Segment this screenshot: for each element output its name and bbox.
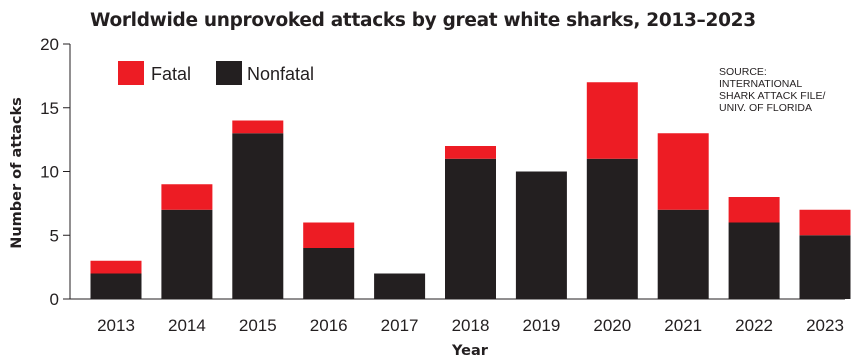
- bar-fatal-2018: [445, 146, 496, 159]
- legend-swatch-nonfatal: [216, 61, 242, 85]
- y-tick-label: 15: [40, 99, 59, 118]
- bar-nonfatal-2014: [161, 209, 213, 299]
- bar-fatal-2021: [657, 133, 709, 210]
- y-tick-label: 0: [50, 290, 59, 309]
- bar-nonfatal-2018: [445, 158, 496, 299]
- bar-fatal-2013: [90, 260, 142, 274]
- bar-nonfatal-2019: [515, 171, 567, 299]
- bar-nonfatal-2017: [374, 273, 426, 299]
- x-tick-label: 2014: [168, 316, 206, 335]
- y-tick-label: 10: [40, 163, 59, 182]
- y-tick-label: 20: [40, 35, 59, 54]
- x-tick-label: 2019: [522, 316, 560, 335]
- bar-fatal-2015: [232, 120, 284, 134]
- bar-nonfatal-2016: [303, 248, 355, 299]
- bar-fatal-2022: [728, 197, 780, 223]
- y-axis-ticks: 0 5 10 15 20: [40, 35, 70, 309]
- chart-title: Worldwide unprovoked attacks by great wh…: [90, 10, 756, 31]
- bar-nonfatal-2023: [799, 235, 851, 299]
- x-tick-label: 2022: [735, 316, 773, 335]
- x-tick-label: 2013: [97, 316, 135, 335]
- x-axis-ticks: 2013 2014 2015 2016 2017 2018 2019 2020 2021 2022…: [97, 316, 844, 335]
- x-tick-label: 2021: [664, 316, 702, 335]
- legend-label-fatal: Fatal: [151, 64, 191, 84]
- source-note: SOURCE: INTERNATIONAL SHARK ATTACK FILE/…: [719, 66, 826, 114]
- y-tick-label: 5: [50, 226, 59, 245]
- bar-fatal-2023: [799, 209, 851, 236]
- bar-fatal-2016: [303, 222, 355, 248]
- x-axis-title: Year: [451, 343, 489, 359]
- bar-fatal-2020: [586, 82, 638, 159]
- bar-nonfatal-2015: [232, 133, 284, 299]
- x-tick-label: 2023: [806, 316, 844, 335]
- legend-label-nonfatal: Nonfatal: [247, 64, 314, 84]
- x-tick-label: 2018: [452, 316, 490, 335]
- x-tick-label: 2017: [381, 316, 419, 335]
- x-tick-label: 2020: [593, 316, 631, 335]
- x-tick-label: 2016: [310, 316, 348, 335]
- legend-swatch-fatal: [118, 61, 144, 85]
- bar-fatal-2014: [161, 184, 213, 210]
- bar-nonfatal-2020: [586, 158, 638, 299]
- x-tick-label: 2015: [239, 316, 277, 335]
- bars-group: [90, 82, 851, 299]
- legend: Fatal Nonfatal: [118, 61, 314, 85]
- y-axis-title: Number of attacks: [9, 97, 25, 249]
- bar-nonfatal-2022: [728, 222, 780, 299]
- bar-nonfatal-2021: [657, 209, 709, 299]
- bar-nonfatal-2013: [90, 273, 142, 299]
